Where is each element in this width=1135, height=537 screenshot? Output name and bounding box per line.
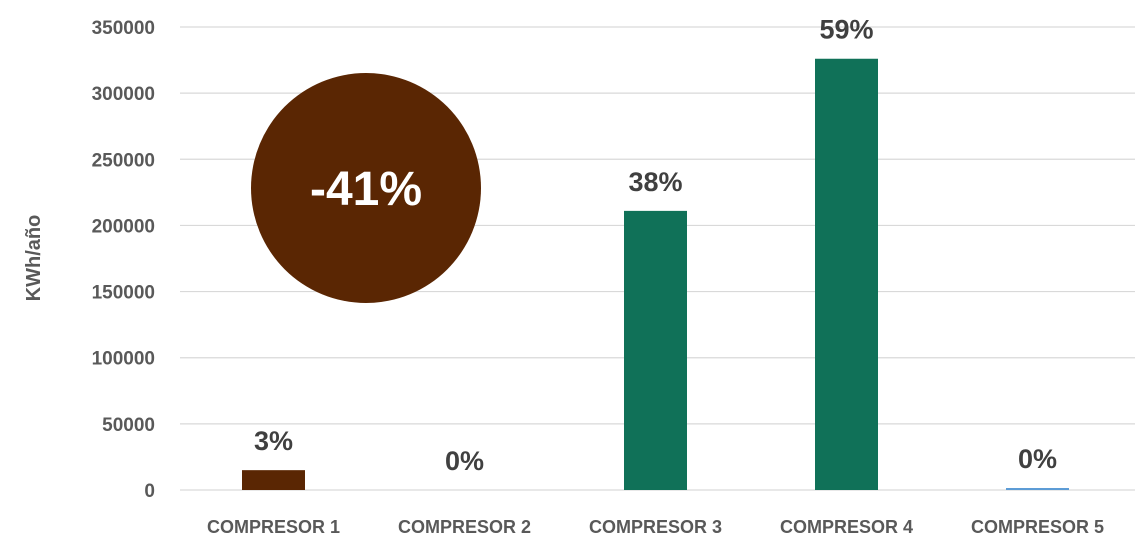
x-category-label: COMPRESOR 1 bbox=[207, 517, 340, 537]
y-tick-label: 0 bbox=[144, 481, 155, 502]
y-tick-label: 100000 bbox=[92, 349, 155, 370]
y-tick-label: 200000 bbox=[92, 216, 155, 237]
x-category-label: COMPRESOR 4 bbox=[780, 517, 913, 537]
annotation-bubble: -41% bbox=[251, 73, 481, 303]
bar bbox=[815, 58, 878, 491]
bar bbox=[624, 210, 687, 490]
annotation-text: -41% bbox=[310, 163, 422, 216]
y-tick-label: 350000 bbox=[92, 18, 155, 39]
data-label: 38% bbox=[628, 167, 682, 197]
y-axis-title: KWh/año bbox=[23, 215, 45, 302]
annotation-circle bbox=[251, 73, 481, 303]
y-tick-label: 150000 bbox=[92, 283, 155, 304]
data-label: 3% bbox=[254, 426, 293, 456]
bar bbox=[1006, 488, 1069, 490]
y-tick-label: 50000 bbox=[102, 415, 155, 436]
data-label: 0% bbox=[1018, 444, 1057, 474]
x-category-label: COMPRESOR 5 bbox=[971, 517, 1104, 537]
y-tick-label: 300000 bbox=[92, 84, 155, 105]
x-axis-categories: COMPRESOR 1 COMPRESOR 2 COMPRESOR 3 COMPRES… bbox=[207, 517, 1104, 537]
bars bbox=[242, 58, 1069, 491]
data-label: 59% bbox=[819, 15, 873, 45]
x-category-label: COMPRESOR 3 bbox=[589, 517, 722, 537]
x-category-label: COMPRESOR 2 bbox=[398, 517, 531, 537]
y-axis-ticks: 0 50000 100000 150000 200000 250000 300000 3500… bbox=[92, 18, 155, 502]
data-labels: 3% 0% 38% 59% 0% bbox=[254, 15, 1057, 476]
bar bbox=[242, 470, 305, 490]
y-tick-label: 250000 bbox=[92, 150, 155, 171]
data-label: 0% bbox=[445, 446, 484, 476]
